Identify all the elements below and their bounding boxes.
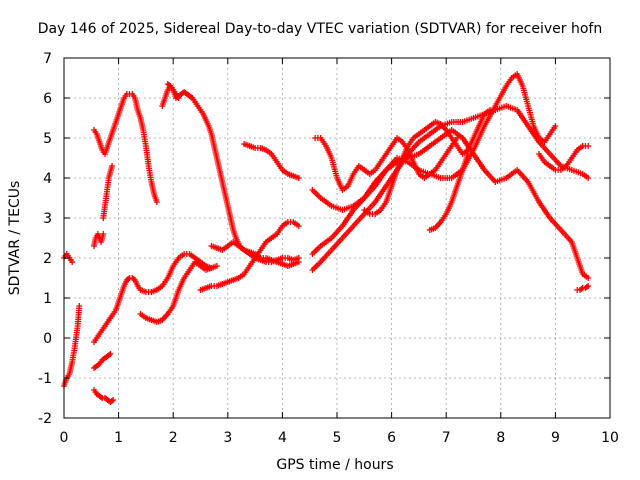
y-tick-label: -2: [38, 411, 52, 427]
x-axis-label: GPS time / hours: [276, 457, 393, 473]
series-arc-5: [91, 351, 114, 371]
x-tick-label: 5: [333, 430, 342, 446]
x-tick-label: 1: [114, 430, 123, 446]
data-point: [107, 351, 114, 357]
y-tick-label: -1: [38, 371, 52, 387]
ticks-layer: [63, 57, 611, 419]
x-tick-label: 3: [223, 430, 232, 446]
series-arc-14: [241, 141, 302, 181]
x-tick-label: 6: [387, 430, 396, 446]
series-arc-11: [159, 83, 302, 265]
data-point: [100, 231, 107, 237]
x-tick-label: 9: [551, 430, 560, 446]
y-tick-label: 6: [43, 91, 52, 107]
series-arc-6: [91, 231, 107, 249]
series-arc-8: [91, 91, 160, 205]
data-point: [295, 175, 302, 181]
series-arc-13: [208, 239, 302, 269]
series-arc-19: [361, 107, 493, 217]
data-point: [583, 284, 590, 290]
data-point: [110, 397, 117, 403]
data-point: [208, 265, 215, 271]
series-arc-7: [100, 163, 116, 221]
series-arc-21: [536, 143, 592, 173]
series-arc-22: [574, 283, 592, 293]
series-arc-12: [197, 219, 302, 293]
data-point: [153, 199, 160, 205]
x-tick-label: 10: [601, 430, 619, 446]
series-arc-20: [426, 151, 472, 233]
x-tick-label: 8: [496, 430, 505, 446]
data-point: [69, 259, 76, 265]
y-tick-label: 3: [43, 211, 52, 227]
data-point: [552, 123, 559, 129]
data-point: [175, 95, 182, 101]
x-tick-label: 2: [169, 430, 178, 446]
data-point: [585, 143, 592, 149]
chart-title: Day 146 of 2025, Sidereal Day-to-day VTE…: [38, 21, 602, 37]
y-tick-labels: -2 -1 0 1 2 3 4 5 6 7: [38, 51, 52, 427]
y-tick-label: 2: [43, 251, 52, 267]
y-tick-label: 5: [43, 131, 52, 147]
y-axis-label: SDTVAR / TECUs: [7, 181, 23, 296]
data-point: [585, 175, 592, 181]
data-point: [465, 151, 472, 157]
x-tick-label: 4: [278, 430, 287, 446]
data-point: [486, 107, 493, 113]
data-point: [585, 283, 592, 289]
series-arc-10: [137, 259, 215, 325]
series-arc-9: [107, 251, 220, 321]
data-point: [295, 259, 302, 265]
x-tick-label: 7: [442, 430, 451, 446]
series-arc-23: [164, 81, 182, 101]
y-tick-label: 4: [43, 171, 52, 187]
data-point: [213, 263, 220, 269]
grid-layer: [64, 58, 610, 418]
series-arc-4: [91, 315, 114, 345]
y-tick-label: 7: [43, 51, 52, 67]
y-tick-label: 1: [43, 291, 52, 307]
series-arc-3: [91, 387, 117, 405]
data-point: [295, 223, 302, 229]
x-tick-labels: 0 1 2 3 4 5 6 7 8 9 10: [60, 430, 619, 446]
y-tick-label: 0: [43, 331, 52, 347]
points-layer: [61, 71, 592, 405]
series-arc-18: [309, 127, 592, 281]
data-point: [578, 286, 585, 292]
x-tick-label: 0: [60, 430, 69, 446]
data-point: [109, 163, 116, 169]
data-point: [76, 303, 83, 309]
data-point: [585, 275, 592, 281]
